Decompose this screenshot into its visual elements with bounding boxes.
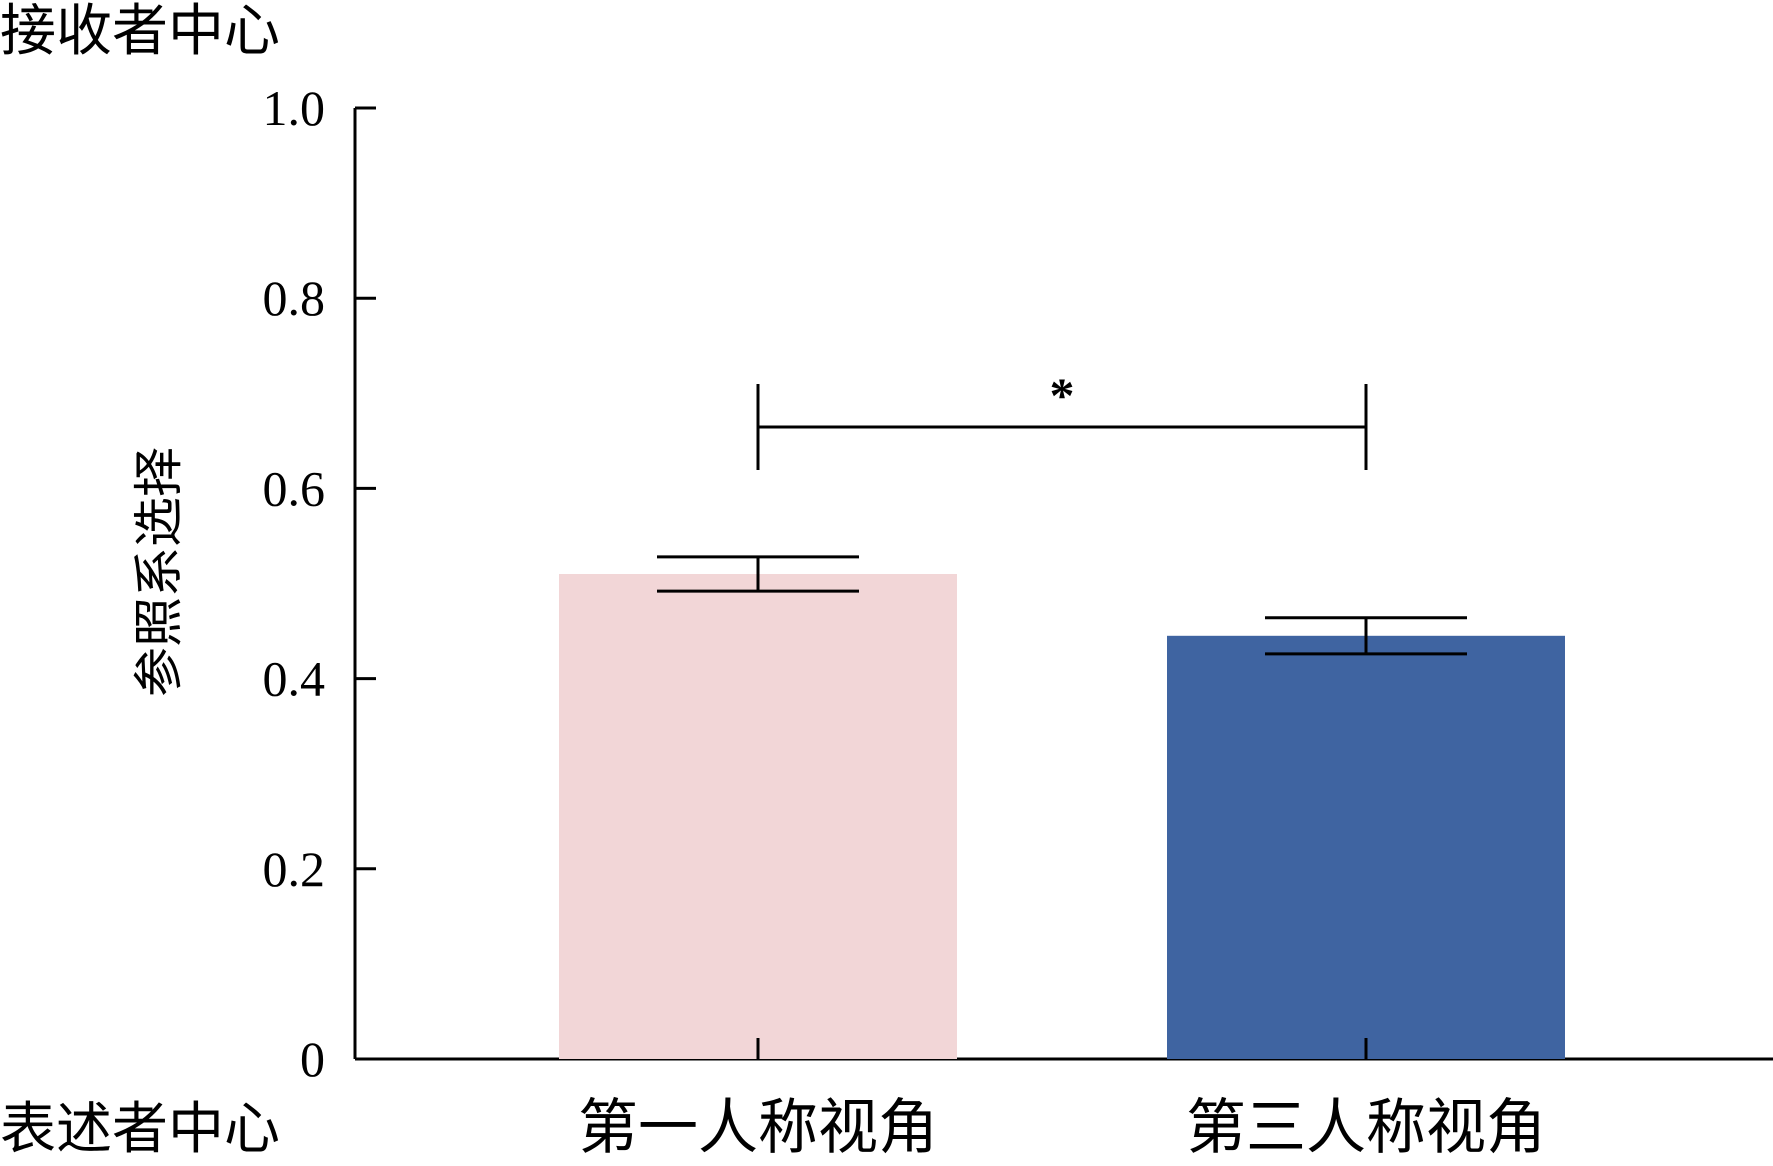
x-category-label: 第一人称视角: [578, 1093, 938, 1163]
significance-star: *: [1050, 367, 1075, 423]
y-tick-label: 0.6: [263, 460, 326, 516]
bar-2: [1167, 635, 1565, 1059]
y-ticks-group: 0 0.2 0.4 0.6 0.8 1.0: [263, 80, 376, 1087]
top-annotation-label: 接收者中心: [0, 0, 280, 64]
bars-group: [559, 573, 1565, 1059]
significance-group: *: [756, 367, 1368, 470]
y-axis-label: 参照系选择: [130, 447, 188, 697]
y-tick-label: 0.2: [263, 841, 326, 897]
y-tick-label: 0: [300, 1031, 325, 1087]
x-ticks-group: 第一人称视角 第三人称视角: [578, 1038, 1546, 1163]
y-tick-label: 1.0: [263, 80, 326, 136]
y-tick-label: 0.4: [263, 651, 326, 707]
bottom-annotation-label: 表述者中心: [0, 1097, 280, 1162]
x-category-label: 第三人称视角: [1186, 1093, 1546, 1163]
y-tick-label: 0.8: [263, 270, 326, 326]
error-bars-group: [657, 555, 1467, 656]
bar-1: [559, 573, 957, 1059]
